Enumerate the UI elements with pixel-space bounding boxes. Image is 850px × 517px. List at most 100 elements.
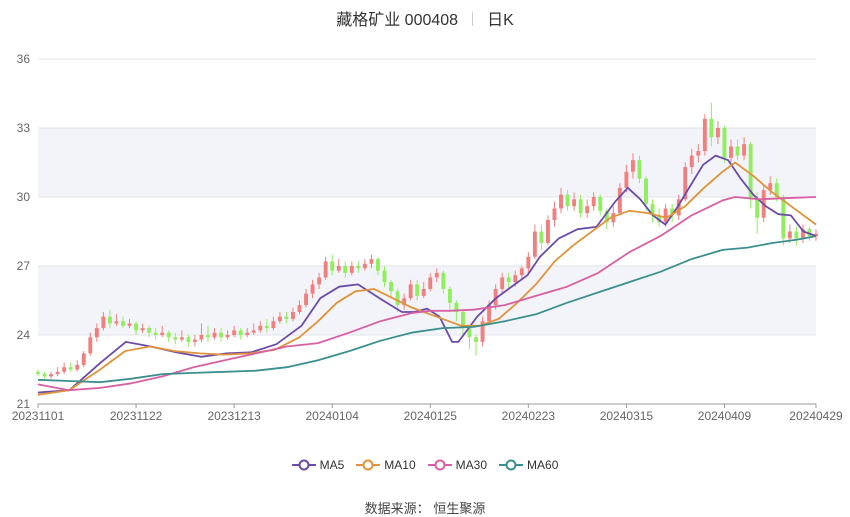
legend-item-ma5[interactable]: MA5 — [291, 458, 344, 472]
candle — [376, 256, 380, 276]
candle — [94, 323, 99, 342]
candle-body — [271, 321, 276, 329]
candle — [800, 224, 805, 243]
grid-band — [38, 266, 816, 335]
candle — [75, 360, 80, 372]
candle — [382, 266, 387, 287]
legend-marker-circle — [505, 459, 517, 471]
candle — [467, 325, 472, 349]
candle-body — [545, 220, 550, 243]
candle-body — [807, 229, 812, 237]
y-tick-label: 30 — [17, 190, 31, 204]
candle-body — [323, 261, 328, 278]
candle-body — [134, 323, 139, 331]
candle — [245, 328, 250, 338]
candle — [578, 194, 583, 218]
candle — [251, 323, 256, 335]
candle-body — [794, 231, 799, 239]
x-tick-label: 20231213 — [207, 409, 261, 423]
candle-body — [225, 335, 230, 338]
candle — [140, 323, 145, 333]
candle — [742, 137, 747, 161]
candle — [408, 279, 413, 301]
candle-body — [186, 337, 191, 342]
candle — [735, 139, 740, 161]
candle — [153, 328, 158, 340]
legend-item-ma30[interactable]: MA30 — [427, 458, 487, 472]
candle — [415, 279, 420, 301]
candle-body — [362, 263, 367, 269]
candle — [297, 300, 302, 315]
candle — [304, 289, 309, 308]
candle — [356, 261, 361, 273]
candle — [62, 362, 67, 375]
candle-body — [578, 199, 583, 214]
candle-body — [689, 155, 694, 168]
candle-body — [532, 231, 537, 257]
y-tick-label: 21 — [17, 397, 31, 411]
candle-body — [637, 160, 642, 179]
candle-body — [264, 325, 269, 329]
candle — [369, 254, 374, 269]
candle-body — [408, 284, 413, 299]
candle-body — [382, 270, 387, 283]
candle — [441, 270, 446, 294]
candle-body — [624, 171, 629, 188]
candle — [317, 272, 322, 289]
candle — [781, 194, 786, 246]
candle-body — [814, 233, 818, 237]
candle-body — [107, 316, 112, 324]
candle-body — [258, 325, 263, 331]
candle-body — [94, 328, 99, 338]
candle — [500, 272, 505, 294]
candle — [362, 259, 367, 271]
source-value: 恒生聚源 — [433, 501, 486, 516]
candle-body — [493, 289, 498, 306]
candle-body — [702, 118, 707, 151]
candle-body — [343, 266, 348, 273]
candle-body — [663, 208, 668, 223]
candle-body — [421, 289, 426, 296]
candle — [88, 332, 93, 356]
legend-marker — [427, 459, 452, 471]
y-tick-label: 27 — [17, 259, 31, 273]
legend-item-ma60[interactable]: MA60 — [499, 458, 558, 472]
period-label: 日K — [487, 12, 514, 29]
candle-body — [617, 187, 622, 214]
candle — [349, 261, 354, 276]
candle-body — [75, 364, 80, 370]
candle-body — [121, 321, 125, 326]
candle — [545, 215, 550, 246]
candle-body — [539, 231, 544, 243]
candle-body — [447, 289, 452, 303]
candle-body — [500, 277, 505, 289]
candle — [68, 362, 73, 372]
candle — [702, 114, 707, 156]
candle — [480, 316, 485, 347]
grid-band — [38, 128, 816, 197]
candle-body — [166, 332, 171, 338]
ma-line-ma5 — [37, 154, 817, 394]
candle-body — [774, 183, 779, 197]
candle — [36, 369, 40, 377]
candle — [519, 266, 524, 280]
candle-body — [742, 144, 747, 156]
candle-body — [526, 256, 531, 269]
x-tick-label: 20240409 — [698, 409, 752, 423]
candle-body — [238, 330, 243, 335]
candle — [199, 323, 204, 342]
candle — [173, 332, 178, 345]
candle — [160, 325, 165, 338]
legend-item-ma10[interactable]: MA10 — [356, 458, 416, 472]
candle-body — [559, 194, 563, 209]
candle-body — [768, 183, 773, 191]
candle — [330, 254, 335, 276]
candle-body — [304, 293, 309, 306]
candle-body — [565, 194, 570, 207]
candle — [402, 293, 407, 310]
ma-line-ma60 — [37, 235, 817, 384]
candle — [147, 325, 152, 338]
candle — [49, 371, 54, 379]
legend: MA5 MA10 MA30 MA60 — [0, 458, 850, 474]
candle — [42, 371, 47, 379]
